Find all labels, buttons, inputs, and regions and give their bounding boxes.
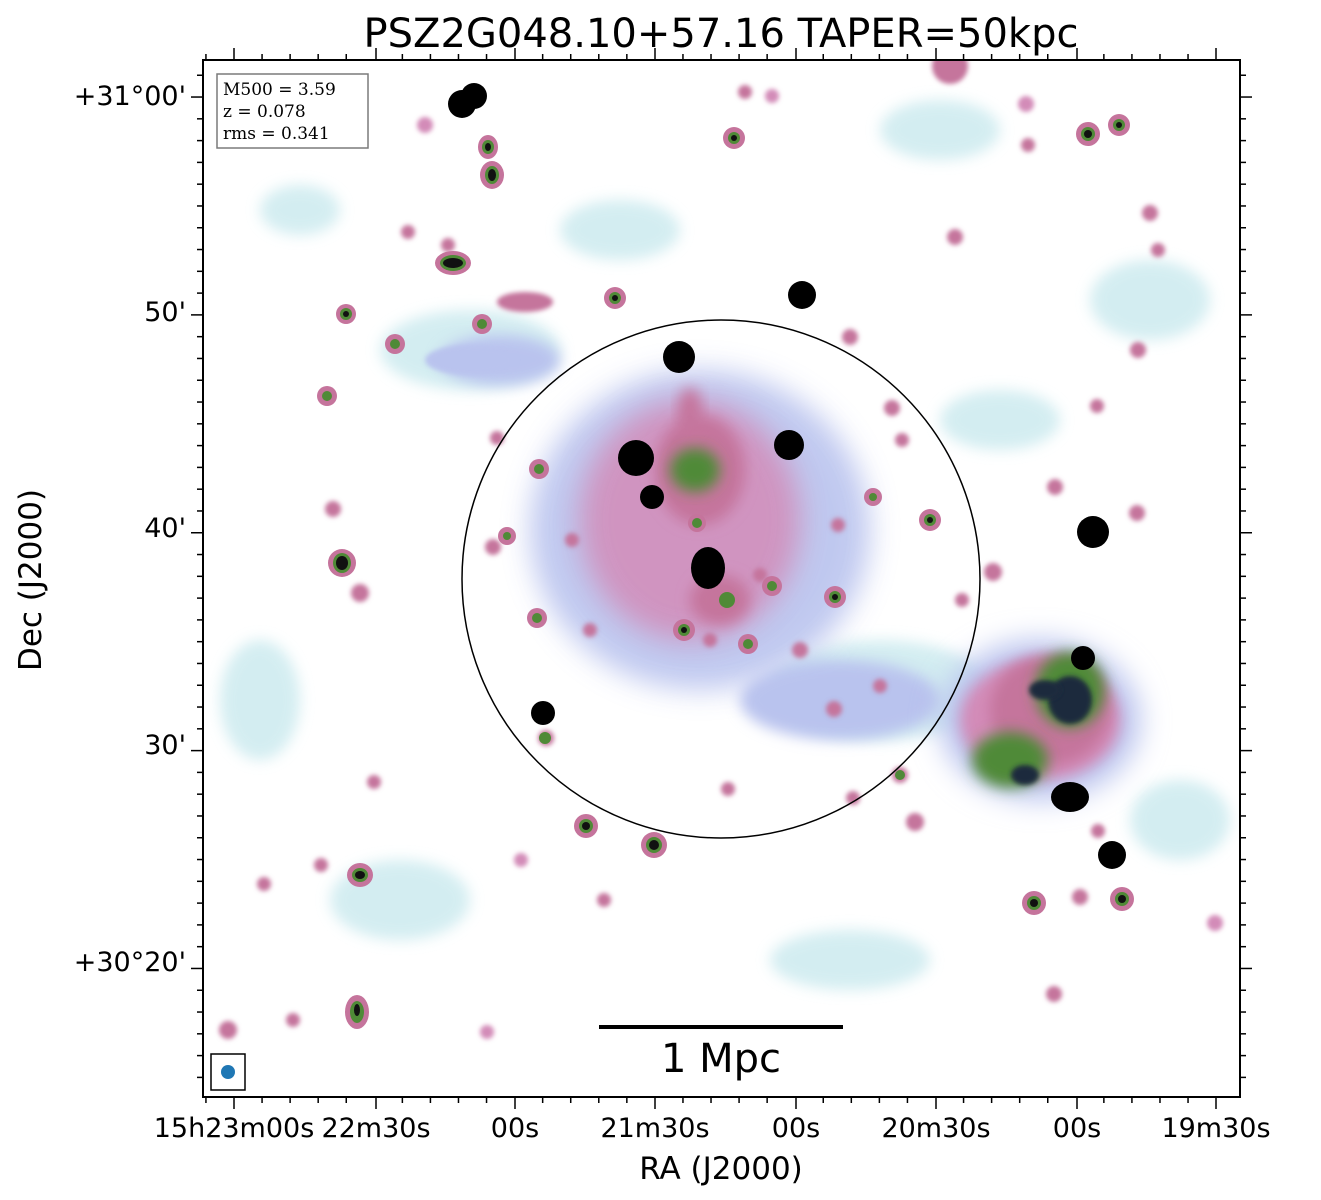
y-tick-label: 40' [144,513,186,544]
y-tick-labels: +30°20' 30' 40' 50' +31°00' [74,81,186,978]
beam-marker [210,1053,246,1091]
compact-sources-green [317,114,1134,1029]
x-tick-label: 15h23m00s [154,1113,315,1144]
y-tick-label: 50' [144,297,186,328]
radio-relic [940,640,1140,800]
y-tick-label: +30°20' [74,947,186,978]
x-tick-label: 22m30s [321,1113,430,1144]
x-tick-labels: 15h23m00s 22m30s 00s 21m30s 00s 20m30s 0… [154,1113,1271,1144]
map-area: 1 Mpc M500 = 3.59 z = 0.078 rms = 0.341 [203,60,1240,1097]
beam-ellipse [221,1065,235,1079]
north-west-ridge [425,292,553,375]
x-tick-label: 00s [1053,1113,1101,1144]
scale-bar-label: 1 Mpc [661,1036,781,1082]
bright-point-sources [448,83,1126,869]
x-axis-label: RA (J2000) [639,1151,803,1187]
y-tick-label: +31°00' [74,81,186,112]
axis-ticks [191,48,1252,1109]
x-tick-label: 20m30s [881,1113,990,1144]
x-tick-label: 00s [491,1113,539,1144]
x-tick-label: 21m30s [600,1113,709,1144]
chart-title: PSZ2G048.10+57.16 TAPER=50kpc [364,11,1079,57]
info-box: M500 = 3.59 z = 0.078 rms = 0.341 [216,73,369,149]
info-rms: rms = 0.341 [223,124,330,144]
x-tick-label: 00s [772,1113,820,1144]
axes-frame [202,59,1241,1098]
y-tick-label: 30' [144,730,186,761]
info-mass: M500 = 3.59 [223,80,336,100]
r500-circle [461,319,981,839]
x-tick-label: 19m30s [1161,1113,1270,1144]
info-redshift: z = 0.078 [223,102,306,122]
y-axis-label: Dec (J2000) [13,489,49,671]
